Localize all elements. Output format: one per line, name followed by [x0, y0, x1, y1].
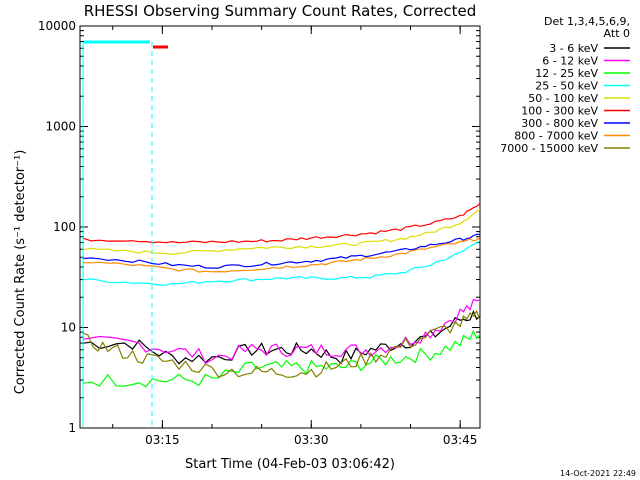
legend-label: 50 - 100 keV — [528, 92, 598, 105]
series-layer — [82, 202, 481, 388]
legend-label: 6 - 12 keV — [542, 55, 598, 68]
legend-header-2: Att 0 — [604, 27, 630, 40]
y-axis-label: Corrected Count Rate (s⁻¹ detector⁻¹) — [13, 150, 28, 395]
x-axis-label: Start Time (04-Feb-03 03:06:42) — [185, 457, 395, 472]
plot-frame — [79, 25, 481, 429]
chart-title: RHESSI Observing Summary Count Rates, Co… — [84, 2, 477, 20]
legend-label: 800 - 7000 keV — [514, 130, 598, 143]
legend-label: 100 - 300 keV — [521, 105, 598, 118]
y-tick-label: 1 — [68, 421, 76, 435]
y-tick-label: 10000 — [38, 19, 76, 33]
series-line — [82, 310, 481, 365]
series-line — [82, 233, 481, 269]
x-tick-label: 03:45 — [443, 433, 478, 447]
tick-layer — [80, 25, 480, 429]
legend-label: 300 - 800 keV — [521, 117, 598, 130]
y-tick-label: 100 — [53, 220, 76, 234]
y-tick-label: 1000 — [45, 120, 76, 134]
series-line — [82, 208, 481, 256]
footer-timestamp: 14-Oct-2021 22:49 — [560, 469, 636, 478]
series-line — [82, 202, 481, 244]
legend-header-1: Det 1,3,4,5,6,9, — [544, 15, 630, 28]
y-tick-label: 10 — [61, 321, 76, 335]
legend-label: 25 - 50 keV — [535, 80, 598, 93]
legend-label: 12 - 25 keV — [535, 67, 598, 80]
series-line — [82, 329, 481, 388]
overlay-layer — [82, 40, 168, 427]
series-line — [82, 236, 481, 273]
series-line — [82, 240, 481, 286]
y-tick-labels: 1 10 100 1000 10000 — [38, 19, 76, 435]
x-tick-label: 03:15 — [145, 433, 180, 447]
x-tick-label: 03:30 — [294, 433, 329, 447]
legend-label: 7000 - 15000 keV — [500, 142, 598, 155]
series-line — [82, 309, 481, 378]
legend-label: 3 - 6 keV — [549, 42, 598, 55]
x-tick-labels: 03:15 03:30 03:45 — [145, 433, 477, 447]
series-line — [82, 298, 481, 365]
